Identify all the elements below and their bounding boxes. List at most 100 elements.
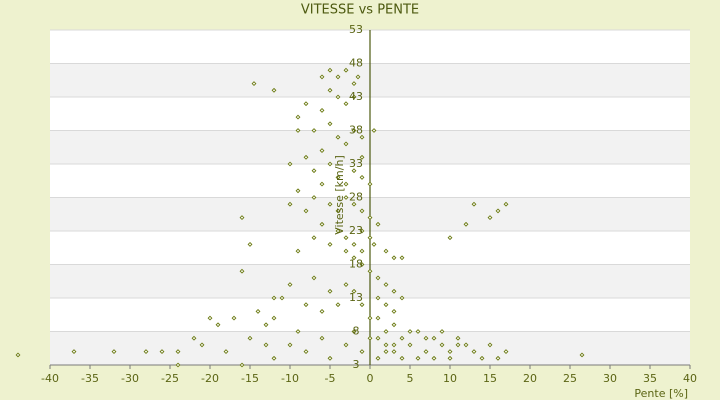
point [319, 181, 325, 187]
x-tick-label: -35 [81, 372, 99, 385]
point [319, 107, 325, 113]
point [343, 181, 349, 187]
point [335, 134, 341, 140]
point [359, 349, 365, 355]
point [351, 81, 357, 87]
point [327, 241, 333, 247]
point [327, 201, 333, 207]
point [399, 255, 405, 261]
x-tick-label: 0 [367, 372, 374, 385]
point [303, 349, 309, 355]
point [15, 352, 21, 358]
point [351, 329, 357, 334]
chart-title: VITESSE vs PENTE [301, 3, 419, 18]
point [359, 248, 365, 254]
point [487, 342, 493, 348]
point [359, 228, 365, 234]
point [391, 308, 397, 314]
y-tick-label: 33 [349, 157, 363, 170]
point [391, 342, 397, 348]
y-tick-label: 8 [353, 325, 360, 338]
point [503, 201, 509, 207]
point [383, 342, 389, 348]
point [407, 329, 413, 334]
point [343, 282, 349, 288]
point [251, 81, 257, 87]
point [371, 128, 377, 133]
point [351, 168, 357, 174]
point [271, 355, 277, 361]
point [343, 67, 349, 73]
point [375, 335, 381, 341]
x-tick-label: 30 [603, 372, 617, 385]
point [359, 154, 365, 160]
point [415, 355, 421, 361]
point [311, 195, 317, 200]
point [371, 241, 377, 247]
point [351, 201, 357, 207]
point [423, 349, 429, 355]
point [327, 121, 333, 127]
point [383, 329, 389, 334]
point [431, 355, 437, 361]
point [359, 302, 365, 308]
point [391, 349, 397, 355]
point [335, 208, 341, 214]
point [343, 195, 349, 200]
point [335, 174, 341, 180]
point [319, 221, 325, 227]
point [319, 308, 325, 314]
point [263, 322, 269, 328]
point [295, 248, 301, 254]
y-tick-label: 28 [349, 191, 363, 204]
point [159, 349, 165, 355]
point [471, 349, 477, 355]
point [215, 322, 221, 328]
point [479, 355, 485, 361]
x-axis-title: Pente [%] [634, 387, 688, 400]
point [383, 248, 389, 254]
point [311, 168, 317, 174]
point [359, 134, 365, 140]
point [415, 329, 421, 334]
point [359, 262, 365, 267]
point [263, 342, 269, 348]
point [495, 355, 501, 361]
point [295, 188, 301, 194]
x-tick-label: 25 [563, 372, 577, 385]
point [447, 355, 453, 361]
point [375, 221, 381, 227]
point [399, 355, 405, 361]
point [375, 295, 381, 301]
point [367, 335, 373, 341]
point [335, 302, 341, 308]
x-tick-label: -25 [161, 372, 179, 385]
x-tick-label: -40 [41, 372, 59, 385]
x-tick-label: 15 [483, 372, 497, 385]
point [111, 349, 117, 355]
y-tick-label: 13 [349, 291, 363, 304]
point [143, 349, 149, 355]
point [391, 288, 397, 294]
axes [49, 30, 691, 369]
point [255, 308, 261, 314]
x-tick-label: 20 [523, 372, 537, 385]
point [311, 275, 317, 281]
point [391, 322, 397, 328]
x-tick-label: -30 [121, 372, 139, 385]
y-tick-label: 38 [349, 124, 363, 137]
point [343, 101, 349, 107]
point [439, 329, 445, 334]
point [487, 215, 493, 221]
point [303, 101, 309, 107]
point [423, 335, 429, 341]
point [311, 235, 317, 241]
point [503, 349, 509, 355]
point [303, 154, 309, 160]
point [271, 315, 277, 321]
point [399, 335, 405, 341]
point [287, 342, 293, 348]
x-tick-label: 35 [643, 372, 657, 385]
point [351, 94, 357, 100]
